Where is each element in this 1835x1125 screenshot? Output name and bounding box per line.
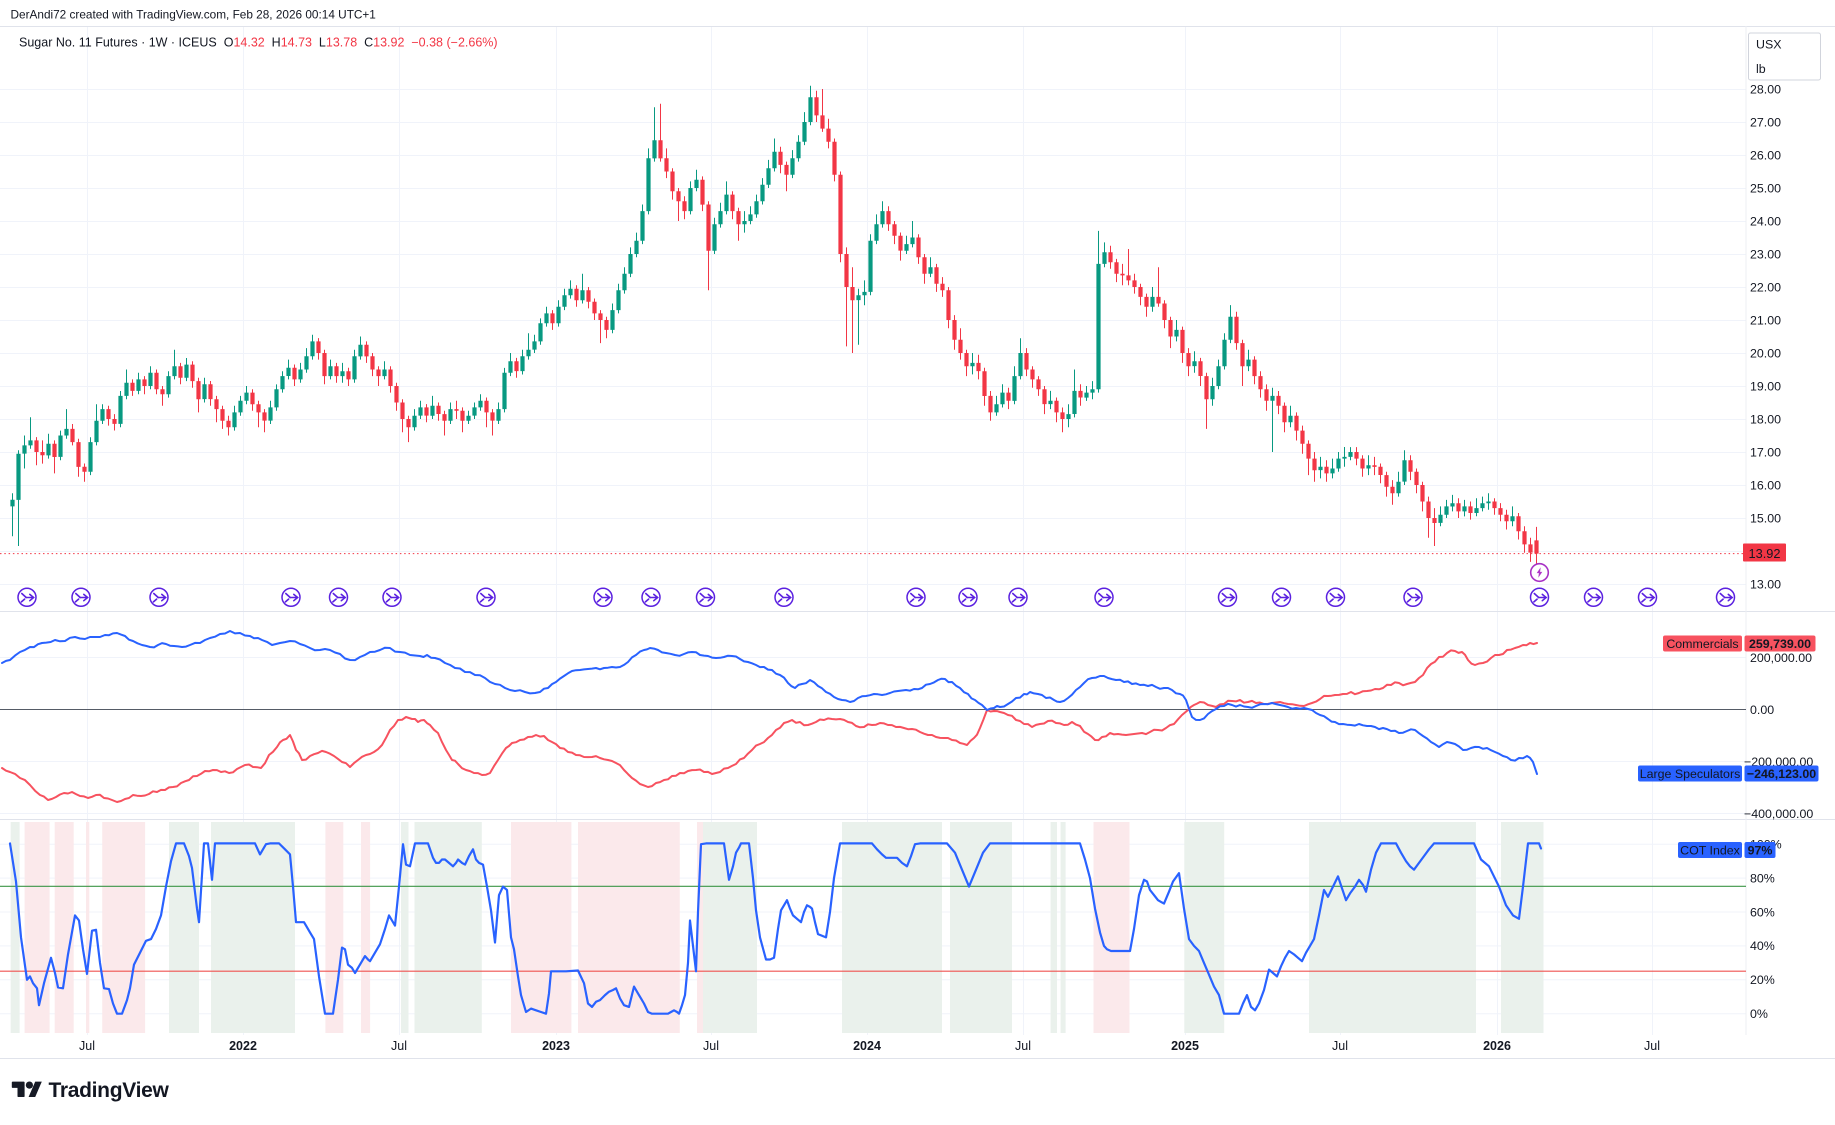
svg-text:DerAndi72 created with Trading: DerAndi72 created with TradingView.com, … — [11, 8, 376, 22]
svg-text:27.00: 27.00 — [1750, 115, 1781, 129]
svg-text:16.00: 16.00 — [1750, 478, 1781, 492]
svg-text:20%: 20% — [1750, 973, 1775, 987]
svg-text:17.00: 17.00 — [1750, 445, 1781, 459]
svg-text:0.00: 0.00 — [1750, 703, 1774, 717]
svg-text:60%: 60% — [1750, 905, 1775, 919]
svg-text:40%: 40% — [1750, 939, 1775, 953]
svg-text:13.00: 13.00 — [1750, 577, 1781, 591]
svg-text:Large Speculators: Large Speculators — [1640, 767, 1741, 781]
svg-text:26.00: 26.00 — [1750, 148, 1781, 162]
svg-text:15.00: 15.00 — [1750, 511, 1781, 525]
svg-text:lb: lb — [1756, 62, 1766, 76]
svg-text:COT Index: COT Index — [1680, 844, 1740, 858]
svg-text:23.00: 23.00 — [1750, 247, 1781, 261]
svg-text:97%: 97% — [1748, 844, 1773, 858]
svg-text:80%: 80% — [1750, 871, 1775, 885]
svg-text:20.00: 20.00 — [1750, 346, 1781, 360]
svg-text:2025: 2025 — [1171, 1039, 1199, 1053]
svg-text:Jul: Jul — [703, 1039, 719, 1053]
svg-text:19.00: 19.00 — [1750, 379, 1781, 393]
svg-text:USX: USX — [1756, 38, 1781, 52]
svg-text:−246,123.00: −246,123.00 — [1747, 767, 1816, 781]
svg-text:−400,000.00: −400,000.00 — [1744, 807, 1813, 821]
svg-text:Jul: Jul — [1015, 1039, 1031, 1053]
svg-text:0%: 0% — [1750, 1007, 1768, 1021]
svg-text:25.00: 25.00 — [1750, 181, 1781, 195]
svg-text:Jul: Jul — [391, 1039, 407, 1053]
svg-text:21.00: 21.00 — [1750, 313, 1781, 327]
svg-text:TradingView: TradingView — [49, 1079, 170, 1102]
svg-text:2023: 2023 — [542, 1039, 570, 1053]
svg-text:Jul: Jul — [1332, 1039, 1348, 1053]
svg-text:200,000.00: 200,000.00 — [1750, 651, 1812, 665]
svg-text:2022: 2022 — [229, 1039, 257, 1053]
svg-text:−200,000.00: −200,000.00 — [1744, 755, 1813, 769]
svg-text:Jul: Jul — [79, 1039, 95, 1053]
svg-text:Commercials: Commercials — [1666, 637, 1738, 651]
svg-text:2026: 2026 — [1483, 1039, 1511, 1053]
svg-text:Sugar No. 11 Futures · 1W · IC: Sugar No. 11 Futures · 1W · ICEUS O14.32… — [19, 36, 498, 50]
svg-text:22.00: 22.00 — [1750, 280, 1781, 294]
svg-text:259,739.00: 259,739.00 — [1749, 637, 1811, 651]
svg-text:13.92: 13.92 — [1748, 546, 1780, 561]
svg-text:18.00: 18.00 — [1750, 412, 1781, 426]
svg-text:24.00: 24.00 — [1750, 214, 1781, 228]
svg-text:28.00: 28.00 — [1750, 82, 1781, 96]
svg-text:2024: 2024 — [853, 1039, 881, 1053]
svg-text:Jul: Jul — [1644, 1039, 1660, 1053]
